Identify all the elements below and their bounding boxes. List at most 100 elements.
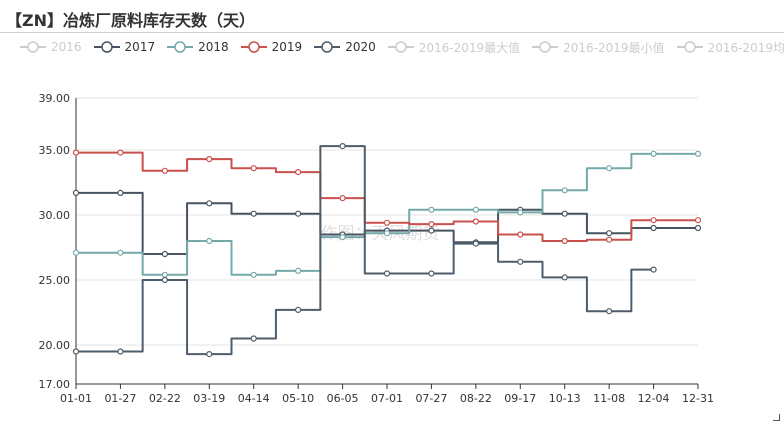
resize-corner-icon xyxy=(773,414,780,421)
y-tick-label: 39.00 xyxy=(39,92,71,105)
x-tick-label: 01-27 xyxy=(104,392,136,405)
series-2017-point[interactable] xyxy=(606,230,613,237)
y-tick-label: 17.00 xyxy=(39,378,71,391)
x-tick-label: 01-01 xyxy=(60,392,92,405)
series-2019 xyxy=(72,149,702,245)
legend-item[interactable]: 2018 xyxy=(167,40,229,54)
series-2020-point[interactable] xyxy=(517,258,524,265)
series-2018-point[interactable] xyxy=(561,187,568,194)
series-2019-point[interactable] xyxy=(606,236,613,243)
series-2020-point[interactable] xyxy=(561,274,568,281)
series-2017-point[interactable] xyxy=(561,210,568,217)
x-tick-label: 02-22 xyxy=(149,392,181,405)
series-2019-point[interactable] xyxy=(561,237,568,245)
series-2018-point[interactable] xyxy=(72,249,80,256)
legend-marker-icon xyxy=(314,41,341,53)
series-2017-point[interactable] xyxy=(650,224,657,232)
series-2018-point[interactable] xyxy=(517,209,524,216)
legend-label: 2017 xyxy=(124,40,156,54)
series-2019-point[interactable] xyxy=(650,217,657,224)
series-2018-point[interactable] xyxy=(472,206,479,213)
series-2020-point[interactable] xyxy=(117,348,124,355)
title-divider xyxy=(0,32,784,33)
legend-item[interactable]: 2016-2019最大值 xyxy=(387,39,521,56)
series-2020-point[interactable] xyxy=(295,306,302,313)
series-2020-point[interactable] xyxy=(472,240,479,247)
x-tick-label: 07-27 xyxy=(415,392,447,405)
series-2020-point[interactable] xyxy=(383,270,391,277)
series-2019-point[interactable] xyxy=(206,156,213,163)
series-2020-point[interactable] xyxy=(339,143,346,150)
x-tick-label: 10-13 xyxy=(549,392,581,405)
series-2017-point[interactable] xyxy=(295,210,302,217)
legend-item[interactable]: 2016-2019最小值 xyxy=(532,39,665,56)
legend-item[interactable]: 2016-2019均值 xyxy=(676,39,784,56)
series-2018-point[interactable] xyxy=(606,165,613,172)
series-2018-point[interactable] xyxy=(339,234,346,241)
series-2020-point[interactable] xyxy=(250,335,257,342)
series-2018-point[interactable] xyxy=(295,267,302,274)
series-2019-point[interactable] xyxy=(694,217,702,224)
series-2018-point[interactable] xyxy=(206,237,213,245)
x-tick-label: 03-19 xyxy=(193,392,225,405)
series-2018-point[interactable] xyxy=(250,271,257,278)
x-tick-label: 04-14 xyxy=(238,392,270,405)
series-2019-point[interactable] xyxy=(295,169,302,176)
series-2020-point[interactable] xyxy=(72,348,80,355)
series-2019-point[interactable] xyxy=(383,219,391,226)
series-2018-point[interactable] xyxy=(650,150,657,157)
series-2018 xyxy=(72,150,702,278)
y-tick-label: 35.00 xyxy=(39,144,71,157)
series-2020-point[interactable] xyxy=(428,270,435,277)
y-tick-label: 30.00 xyxy=(39,209,71,222)
series-2017-point[interactable] xyxy=(117,189,124,196)
series-2019-point[interactable] xyxy=(339,195,346,202)
legend-label: 2016-2019最大值 xyxy=(418,40,521,55)
series-2020-point[interactable] xyxy=(606,308,613,315)
series-2018-point[interactable] xyxy=(383,230,391,237)
legend-marker-icon xyxy=(93,41,120,53)
legend-label: 2016-2019均值 xyxy=(707,40,784,55)
series-2019-point[interactable] xyxy=(517,231,524,238)
x-tick-label: 05-10 xyxy=(282,392,314,405)
series-2018-line xyxy=(76,152,698,276)
legend-item[interactable]: 2017 xyxy=(93,40,156,54)
legend-marker-icon xyxy=(20,41,46,53)
series-2020-point[interactable] xyxy=(650,266,657,273)
legend-item[interactable]: 2016 xyxy=(20,40,82,54)
y-tick-label: 25.00 xyxy=(39,274,71,287)
y-tick-label: 20.00 xyxy=(39,339,71,352)
series-2020-point[interactable] xyxy=(161,276,168,284)
legend-marker-icon xyxy=(676,41,703,53)
chart-legend[interactable]: 2016 2017 2018 2019 2020 2016-2019最大值 2016-201… xyxy=(20,38,784,56)
page-title: 【ZN】冶炼厂原料库存天数（天） xyxy=(6,11,255,30)
series-2017-point[interactable] xyxy=(694,224,702,232)
x-tick-label: 12-04 xyxy=(638,392,670,405)
series-2017-point[interactable] xyxy=(206,200,213,207)
series-2018-point[interactable] xyxy=(117,249,124,256)
series-2020-line xyxy=(76,145,654,356)
series-2017-point[interactable] xyxy=(428,227,435,234)
legend-marker-icon xyxy=(532,41,559,53)
series-2019-point[interactable] xyxy=(250,165,257,172)
series-2019-point[interactable] xyxy=(117,149,124,156)
series-2018-point[interactable] xyxy=(161,271,168,278)
legend-item[interactable]: 2019 xyxy=(240,40,303,54)
series-2018-point[interactable] xyxy=(428,206,435,213)
x-tick-label: 07-01 xyxy=(371,392,403,405)
legend-label: 2019 xyxy=(271,40,303,54)
series-2018-point[interactable] xyxy=(694,150,702,157)
x-tick-label: 06-05 xyxy=(327,392,359,405)
series-2020-point[interactable] xyxy=(206,351,213,358)
series-2019-point[interactable] xyxy=(472,218,479,225)
series-2017-point[interactable] xyxy=(161,250,168,258)
series-2019-point[interactable] xyxy=(72,149,80,156)
series-2019-point[interactable] xyxy=(161,167,168,174)
legend-label: 2016-2019最小值 xyxy=(563,40,665,55)
series-2017-point[interactable] xyxy=(250,210,257,217)
legend-marker-icon xyxy=(387,41,414,53)
legend-item[interactable]: 2020 xyxy=(314,40,376,54)
series-2019-point[interactable] xyxy=(428,221,435,228)
series-2017-point[interactable] xyxy=(72,189,80,196)
